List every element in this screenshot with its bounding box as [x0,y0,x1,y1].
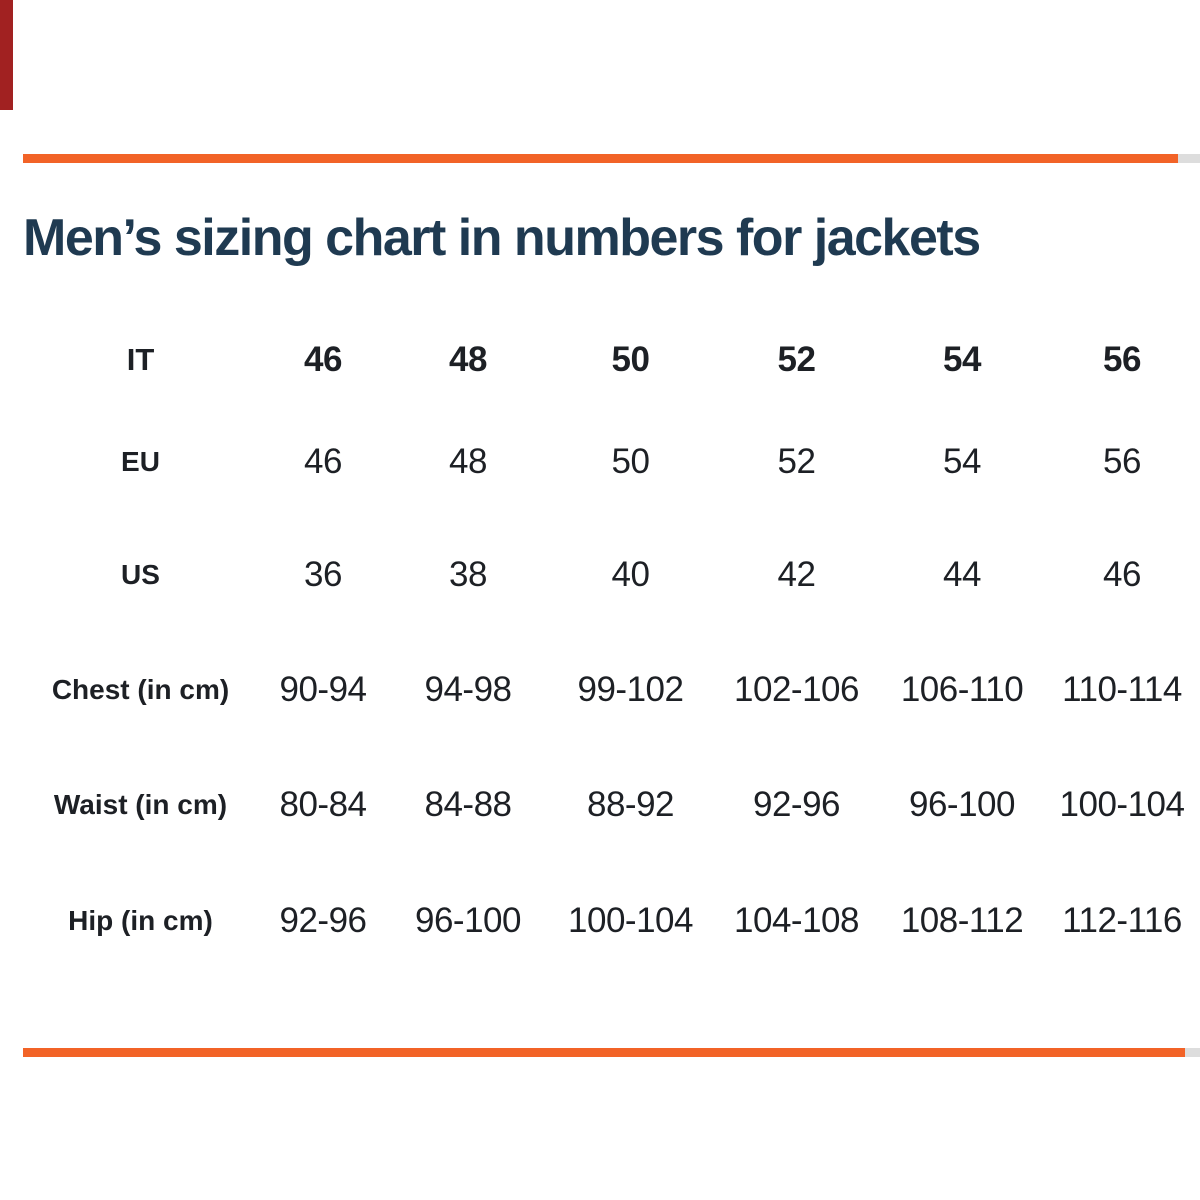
row-label: Chest (in cm) [51,673,230,705]
size-value: 92-96 [752,785,841,824]
size-value: 50 [611,442,650,481]
size-value: 92-96 [279,901,367,940]
table-row: IT 46 48 50 52 54 56 [23,312,1200,407]
bottom-divider-orange-segment [23,1048,1185,1057]
size-value: 56 [1103,442,1141,481]
page-title: Men’s sizing chart in numbers for jacket… [23,209,981,267]
size-value: 54 [943,339,981,379]
size-value: 99-102 [577,669,684,709]
bottom-divider-gray-segment [1185,1048,1200,1057]
size-value: 48 [449,442,487,481]
size-value: 52 [777,442,816,481]
top-divider-gray-segment [1178,154,1200,163]
size-value: 46 [1103,554,1141,594]
size-value: 100-104 [1059,785,1185,824]
row-label: US [121,558,160,590]
size-value: 108-112 [900,901,1024,940]
row-label: Waist (in cm) [53,789,228,820]
table-row: EU 46 48 50 52 54 56 [23,407,1200,517]
size-value: 104-108 [734,901,859,940]
size-value: 90-94 [279,669,367,709]
size-value: 44 [943,554,981,594]
size-value: 84-88 [424,785,512,824]
size-value: 42 [777,554,816,594]
size-value: 56 [1103,339,1141,379]
size-value: 36 [304,554,342,594]
row-label: IT [126,341,155,377]
table-row: Chest (in cm) 90-94 94-98 99-102 102-106 106-… [23,632,1200,747]
left-edge-red-bar [0,0,13,110]
sizing-table: IT 46 48 50 52 54 56 EU 46 48 50 52 54 56 US 36 38 40 42 44… [23,312,1200,979]
size-value: 48 [449,339,487,379]
size-value: 80-84 [279,785,367,824]
size-value: 50 [611,339,650,379]
size-value: 100-104 [568,901,693,940]
size-value: 112-116 [1062,901,1182,940]
size-value: 102-106 [734,669,859,709]
top-divider-orange-segment [23,154,1178,163]
top-divider [23,154,1200,163]
table-row: Hip (in cm) 92-96 96-100 100-104 104-108 108-… [23,863,1200,979]
size-value: 88-92 [586,785,675,824]
row-label: EU [121,446,160,477]
size-value: 96-100 [909,785,1015,824]
size-value: 94-98 [424,669,512,709]
size-value: 40 [611,554,650,594]
size-value: 110-114 [1062,669,1182,709]
row-label: Hip (in cm) [68,905,213,936]
size-value: 38 [449,554,487,594]
size-value: 46 [304,442,342,481]
table-row: US 36 38 40 42 44 46 [23,517,1200,632]
size-value: 52 [777,339,816,379]
size-value: 96-100 [415,901,521,940]
bottom-divider [23,1048,1200,1057]
size-value: 54 [943,442,981,481]
size-value: 46 [304,339,342,379]
table-row: Waist (in cm) 80-84 84-88 88-92 92-96 96-100 1… [23,747,1200,863]
size-value: 106-110 [900,669,1024,709]
